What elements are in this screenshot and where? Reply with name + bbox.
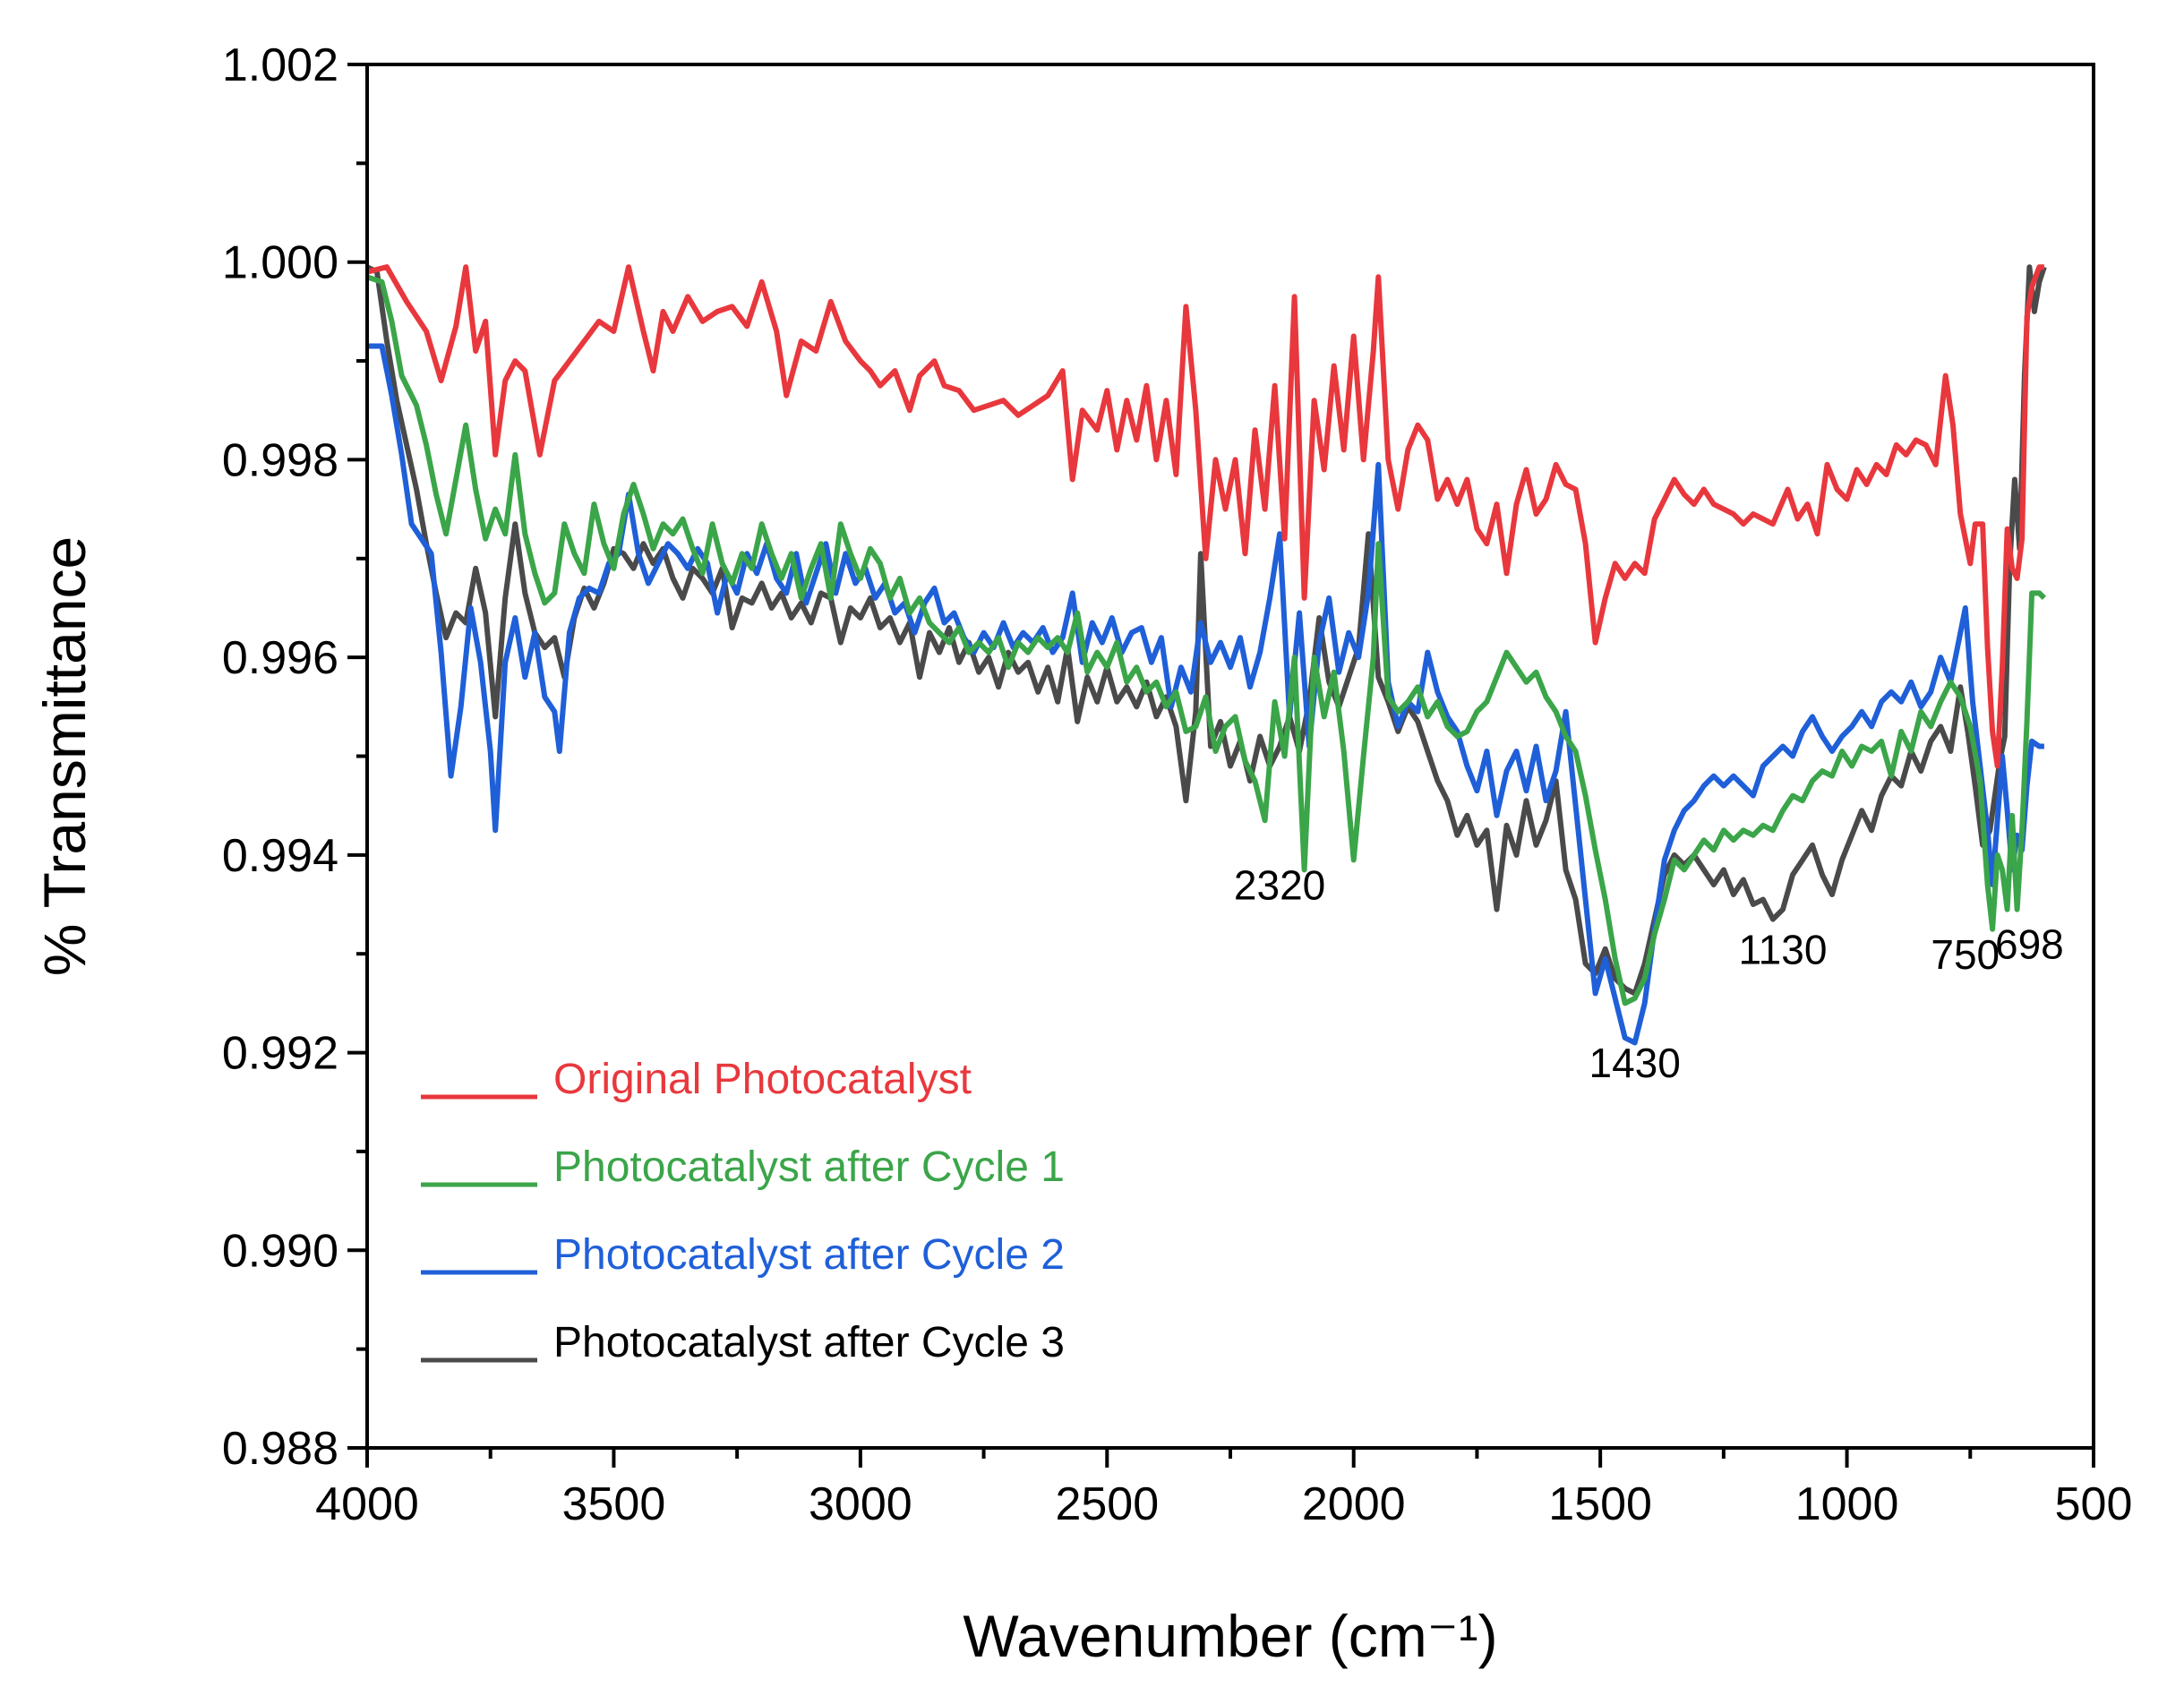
series-layer bbox=[367, 264, 2047, 1046]
x-axis: 4000 3500 3000 2500 2000 1500 1000 500 bbox=[315, 1448, 2132, 1530]
y-tick-label: 0.988 bbox=[222, 1423, 338, 1475]
x-axis-label: Wavenumber (cm⁻¹) bbox=[963, 1603, 1497, 1669]
legend: Original Photocatalyst Photocatalyst afte… bbox=[421, 1056, 1065, 1366]
legend-entry-2: Photocatalyst after Cycle 1 bbox=[553, 1143, 1065, 1191]
legend-entry-3: Photocatalyst after Cycle 2 bbox=[553, 1231, 1065, 1279]
y-tick-label: 1.002 bbox=[222, 39, 338, 91]
y-tick-label: 0.992 bbox=[222, 1028, 338, 1080]
x-tick-label: 4000 bbox=[315, 1478, 419, 1530]
peak-label-1430: 1430 bbox=[1589, 1040, 1681, 1086]
y-axis: 0.988 0.990 0.992 0.994 0.996 0.998 1.000 1.002 bbox=[222, 39, 367, 1475]
y-tick-label: 0.990 bbox=[222, 1225, 338, 1277]
series-line-3 bbox=[367, 343, 2044, 1046]
x-tick-label: 1500 bbox=[1548, 1478, 1652, 1530]
series-line-4 bbox=[367, 264, 2047, 997]
y-tick-label: 0.998 bbox=[222, 434, 338, 486]
x-tick-label: 2500 bbox=[1055, 1478, 1159, 1530]
y-tick-label: 0.996 bbox=[222, 632, 338, 684]
x-tick-label: 1000 bbox=[1795, 1478, 1899, 1530]
y-axis-label: % Transmittance bbox=[31, 536, 98, 977]
series-line-1 bbox=[367, 264, 2044, 769]
peak-label-750: 750 bbox=[1931, 931, 2000, 978]
x-tick-label: 3500 bbox=[562, 1478, 666, 1530]
series-line-2 bbox=[367, 274, 2047, 1006]
peak-label-1130: 1130 bbox=[1738, 926, 1827, 972]
x-tick-label: 2000 bbox=[1302, 1478, 1406, 1530]
y-tick-label: 0.994 bbox=[222, 830, 338, 882]
x-tick-label: 500 bbox=[2055, 1478, 2133, 1530]
legend-entry-4: Photocatalyst after Cycle 3 bbox=[553, 1319, 1065, 1366]
peak-label-2320: 2320 bbox=[1234, 862, 1325, 909]
peak-label-698: 698 bbox=[1995, 921, 2064, 968]
y-tick-label: 1.000 bbox=[222, 237, 338, 289]
legend-entry-1: Original Photocatalyst bbox=[553, 1056, 972, 1103]
x-tick-label: 3000 bbox=[809, 1478, 912, 1530]
